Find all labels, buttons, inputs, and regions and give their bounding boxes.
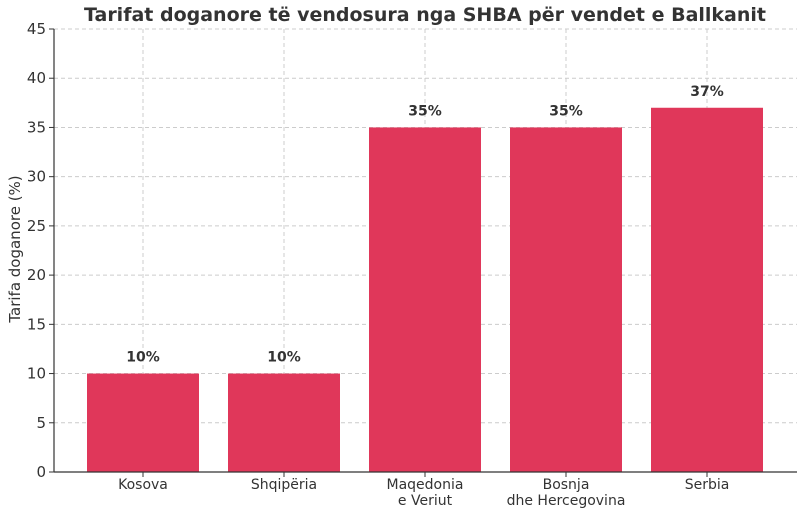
y-tick-label: 35	[27, 118, 46, 136]
x-tick-label: Maqedonia	[387, 477, 464, 493]
bar	[369, 127, 481, 472]
y-tick-label: 30	[27, 168, 46, 186]
data-label: 10%	[267, 350, 301, 366]
bar	[510, 127, 622, 472]
data-label: 35%	[408, 103, 442, 119]
x-tick-label: Bosnja	[543, 477, 590, 493]
x-tick-label: Serbia	[685, 477, 730, 493]
x-tick-label: e Veriut	[398, 493, 453, 509]
chart-title: Tarifat doganore të vendosura nga SHBA p…	[84, 4, 766, 26]
y-axis-label: Tarifa doganore (%)	[6, 175, 24, 323]
bar	[228, 373, 340, 472]
data-label: 35%	[549, 103, 583, 119]
data-label: 10%	[126, 350, 160, 366]
y-tick-label: 10	[27, 365, 46, 383]
bar	[87, 373, 199, 472]
y-tick-label: 45	[27, 20, 46, 38]
x-tick-label: Shqipëria	[251, 477, 317, 493]
y-tick-label: 40	[27, 69, 46, 87]
y-tick-label: 15	[27, 315, 46, 333]
y-tick-label: 0	[36, 463, 46, 481]
x-tick-label: Kosova	[118, 477, 168, 493]
bar	[651, 107, 763, 472]
y-tick-label: 5	[36, 414, 46, 432]
x-tick-label: dhe Hercegovina	[507, 493, 626, 509]
bars-layer: 10% 10% 35% 35% 37%	[87, 84, 763, 472]
y-tick-label: 20	[27, 266, 46, 284]
data-label: 37%	[690, 84, 724, 100]
axes-layer: 0 5 10 15 20 25 30 35 40 45 Kosova Shqipëria Maqedon…	[27, 20, 797, 509]
y-tick-label: 25	[27, 217, 46, 235]
